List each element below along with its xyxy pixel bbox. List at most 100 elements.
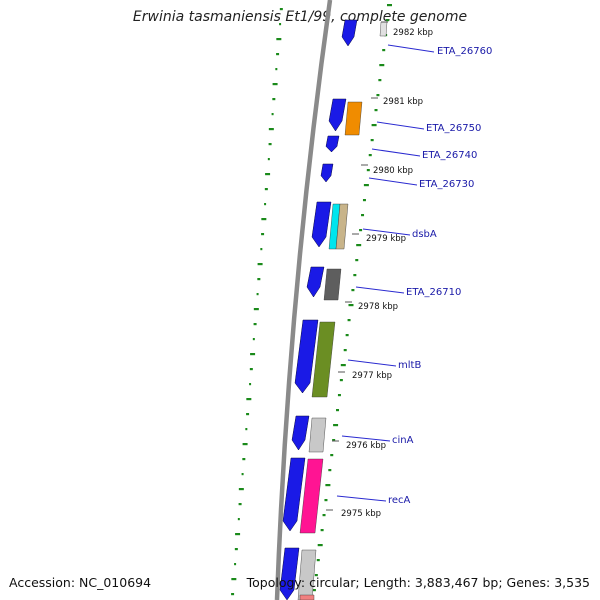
gc-track-mark: [235, 533, 241, 536]
gene-label: cinA: [392, 435, 414, 446]
gc-track-mark: [256, 293, 259, 296]
gene-arrow: [320, 163, 334, 183]
kbp-label: 2982 kbp: [393, 28, 433, 38]
gc-track-mark: [359, 229, 363, 232]
gene-label: recA: [388, 495, 411, 506]
gc-track-mark: [261, 233, 265, 236]
kbp-label: 2979 kbp: [366, 234, 406, 244]
gc-track-mark: [312, 589, 316, 592]
gc-track-mark: [332, 439, 336, 442]
gc-track-mark: [241, 473, 244, 476]
gc-track-mark: [320, 529, 324, 532]
gc-track-mark: [366, 169, 370, 172]
gc-track-mark: [386, 19, 390, 22]
gene-feature-block: [344, 101, 363, 136]
gc-track-mark: [363, 184, 369, 187]
gc-track-mark: [267, 158, 270, 161]
gene-arrow: [311, 201, 332, 248]
gene-feature-block: [308, 417, 327, 453]
gc-track-mark: [237, 518, 240, 521]
gc-track-mark: [348, 304, 354, 307]
gc-track-mark: [268, 128, 274, 131]
gc-track-mark: [234, 563, 237, 566]
gc-track-mark: [314, 574, 318, 577]
gc-track-mark: [336, 409, 340, 412]
gc-track-mark: [374, 109, 378, 112]
gc-track-mark: [382, 49, 386, 52]
gene-arrow: [294, 319, 319, 394]
gc-track-mark: [264, 203, 267, 206]
gene-feature-block: [335, 203, 349, 250]
gc-track-mark: [242, 458, 246, 461]
gene-leader-line: [376, 121, 425, 130]
gc-track-mark: [340, 364, 346, 367]
gc-track-mark: [260, 248, 263, 251]
kbp-label: 2981 kbp: [383, 97, 423, 107]
gene-feature-block: [299, 458, 324, 534]
kbp-label: 2980 kbp: [373, 166, 413, 176]
gene-leader-line: [387, 44, 435, 53]
gc-track-mark: [272, 83, 278, 86]
genome-backbone: [274, 0, 333, 600]
gc-track-mark: [265, 173, 271, 176]
gc-track-mark: [376, 94, 380, 97]
gene-leader-line: [362, 228, 411, 236]
gc-track-mark: [361, 214, 365, 217]
gc-track-mark: [234, 548, 238, 551]
gc-track-mark: [324, 499, 328, 502]
gc-track-mark: [231, 593, 235, 596]
kbp-label: 2978 kbp: [358, 302, 398, 312]
gc-track-mark: [250, 353, 256, 356]
gc-track-mark: [333, 424, 339, 427]
gc-track-mark: [386, 4, 392, 7]
gene-feature-block: [379, 21, 388, 37]
gc-track-mark: [249, 368, 253, 371]
gc-track-mark: [238, 503, 242, 506]
gene-label: mltB: [398, 360, 421, 371]
gene-arrow: [282, 457, 306, 532]
kbp-label: 2976 kbp: [346, 441, 386, 451]
gc-track-mark: [279, 8, 283, 11]
gene-leader-line: [368, 177, 418, 186]
gc-track-mark: [322, 514, 326, 517]
gene-arrow: [341, 19, 358, 47]
accession-label: Accession: NC_010694: [9, 575, 152, 590]
gene-leader-line: [371, 148, 421, 157]
gc-track-mark: [253, 323, 257, 326]
gc-track-mark: [261, 218, 267, 221]
kbp-label: 2975 kbp: [341, 509, 381, 519]
gene-label: dsbA: [412, 229, 437, 240]
gc-track-mark: [242, 443, 248, 446]
gc-track-mark: [371, 124, 377, 127]
gene-label: ETA_26740: [422, 150, 477, 161]
gc-track-mark: [264, 188, 268, 191]
gc-track-mark: [276, 38, 282, 41]
gene-label: ETA_26710: [406, 287, 461, 298]
gc-track-mark: [328, 469, 332, 472]
gene-arrow: [328, 98, 347, 132]
gc-track-mark: [316, 559, 320, 562]
gene-label: ETA_26730: [419, 179, 474, 190]
gc-track-mark: [325, 484, 331, 487]
gc-track-mark: [271, 113, 274, 116]
gc-track-mark: [279, 23, 282, 26]
gc-track-mark: [353, 274, 357, 277]
gc-track-mark: [275, 68, 278, 71]
gc-track-mark: [355, 259, 359, 262]
gc-track-mark: [249, 383, 252, 386]
gc-track-mark: [378, 79, 382, 82]
gc-track-mark: [379, 64, 385, 67]
gc-track-mark: [252, 338, 255, 341]
gc-track-mark: [356, 244, 362, 247]
gc-track-mark: [330, 454, 334, 457]
gene-leader-line: [355, 286, 405, 294]
genome-summary: Topology: circular; Length: 3,883,467 bp…: [246, 575, 590, 590]
gc-track-mark: [337, 394, 341, 397]
kbp-label: 2977 kbp: [352, 371, 392, 381]
gene-leader-line: [341, 435, 391, 442]
gene-label: ETA_26760: [437, 46, 492, 57]
map-title: Erwinia tasmaniensis Et1/99, complete ge…: [132, 9, 468, 25]
gc-track-mark: [276, 53, 280, 56]
gc-track-mark: [246, 413, 250, 416]
